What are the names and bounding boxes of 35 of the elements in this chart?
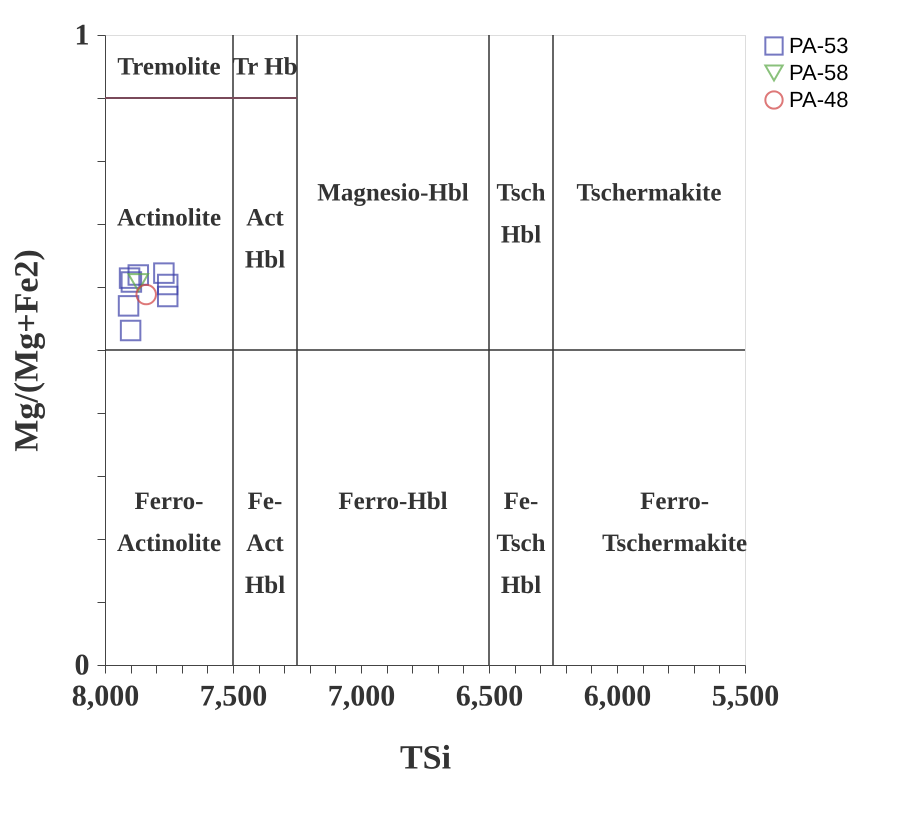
y-tick-label: 0 — [74, 648, 90, 682]
annotation: Magnesio-Hbl — [317, 180, 469, 206]
annotation: Tremolite — [117, 54, 221, 80]
annotation: Actinolite — [116, 204, 222, 232]
point — [135, 284, 157, 306]
annotation: Tsch Hbl — [496, 180, 546, 248]
x-tick-label: 7,500 — [200, 680, 268, 712]
annotation: Fe- Tsch Hbl — [496, 488, 546, 600]
x-tick-label: 6,000 — [584, 680, 652, 712]
x-tick-label: 6,500 — [456, 680, 524, 712]
point — [128, 273, 150, 292]
legend-label: PA-53 — [789, 33, 849, 58]
annotation: Ferro-Hbl — [338, 488, 448, 516]
x-tick-label: 8,000 — [72, 680, 140, 712]
point — [120, 271, 142, 293]
y-axis-title: Mg/(Mg+Fe2) — [8, 249, 46, 452]
annotation: Ferro- Actinolite — [116, 488, 222, 558]
x-tick-label: 5,500 — [712, 680, 780, 712]
x-tick-label: 7,000 — [328, 680, 396, 712]
point — [153, 262, 175, 284]
point — [156, 274, 178, 296]
annotation: Ferro- Tschermakite — [602, 488, 748, 558]
annotation: Act Hbl — [244, 204, 286, 274]
annotation: Tschermakite — [576, 180, 722, 206]
x-axis-title: TSi — [400, 740, 452, 776]
y-tick-label: 1 — [74, 18, 90, 52]
legend-label: PA-58 — [789, 60, 849, 85]
annotation: Tr Hb — [232, 54, 298, 80]
annotation: Fe- Act Hbl — [244, 488, 286, 600]
point — [128, 264, 150, 286]
point — [156, 286, 178, 308]
point — [118, 295, 140, 317]
legend-label: PA-48 — [789, 87, 849, 112]
point — [118, 267, 140, 289]
point — [120, 320, 142, 342]
